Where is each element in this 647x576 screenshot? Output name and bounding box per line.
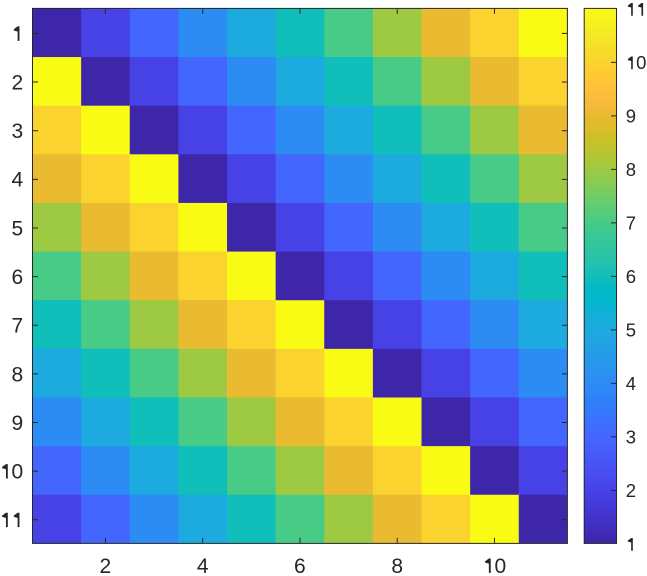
svg-text:0: 0 xyxy=(636,52,646,73)
svg-text:6: 6 xyxy=(294,555,306,576)
svg-text:6: 6 xyxy=(626,266,636,287)
svg-text:9: 9 xyxy=(626,106,636,127)
svg-text:5: 5 xyxy=(626,320,636,341)
svg-text:3: 3 xyxy=(12,120,24,143)
svg-text:2: 2 xyxy=(626,480,636,501)
svg-text:8: 8 xyxy=(391,555,403,576)
svg-text:7: 7 xyxy=(626,213,636,234)
svg-text:8: 8 xyxy=(12,363,24,386)
svg-text:4: 4 xyxy=(626,373,636,394)
svg-text:4: 4 xyxy=(12,169,24,192)
svg-text:5: 5 xyxy=(12,217,24,240)
svg-text:0: 0 xyxy=(495,555,507,576)
svg-text:6: 6 xyxy=(12,266,24,289)
svg-text:2: 2 xyxy=(12,72,24,95)
svg-text:3: 3 xyxy=(626,427,636,448)
svg-text:2: 2 xyxy=(100,555,112,576)
svg-text:9: 9 xyxy=(12,412,24,435)
svg-text:0: 0 xyxy=(12,461,24,484)
svg-text:7: 7 xyxy=(12,315,24,338)
svg-text:4: 4 xyxy=(197,555,209,576)
svg-text:8: 8 xyxy=(626,159,636,180)
